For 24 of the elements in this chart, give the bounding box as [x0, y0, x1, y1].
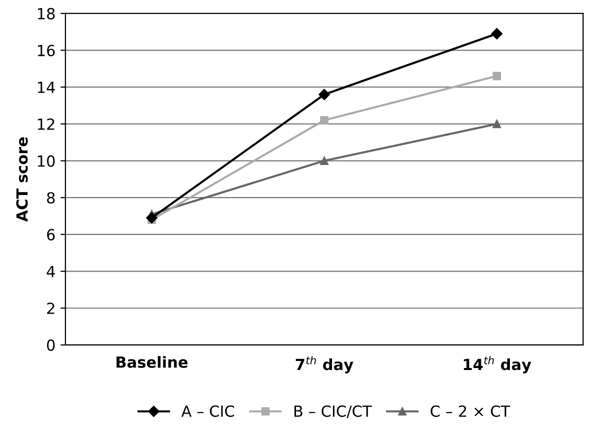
point	[492, 72, 501, 80]
legend-label: A – CIC	[181, 405, 234, 417]
y-tick-label: 12	[38, 118, 54, 130]
point	[492, 120, 501, 128]
y-tick-label: 0	[47, 339, 55, 351]
point	[320, 116, 328, 124]
x-tick-label: Baseline	[116, 356, 188, 368]
point	[146, 212, 158, 224]
y-tick-label: 14	[38, 82, 55, 93]
x-tick-label: 14$^{th}$ day	[464, 356, 532, 374]
x-tick-label: 7$^{th}$ day	[296, 356, 354, 374]
point	[320, 156, 328, 165]
y-tick-label: 16	[38, 44, 55, 56]
y-axis-title: ACT score	[16, 137, 28, 222]
y-tick-label: 4	[46, 266, 55, 278]
y-tick-label: 18	[38, 8, 55, 20]
point	[318, 88, 330, 100]
y-tick-label: 8	[47, 192, 55, 204]
legend-label: B – CIC/CT	[294, 405, 372, 418]
point	[491, 28, 502, 40]
y-tick-label: 6	[47, 228, 55, 240]
legend-label: C – 2 × CT	[430, 405, 510, 417]
y-tick-label: 10	[38, 155, 55, 167]
y-tick-label: 2	[47, 302, 54, 314]
